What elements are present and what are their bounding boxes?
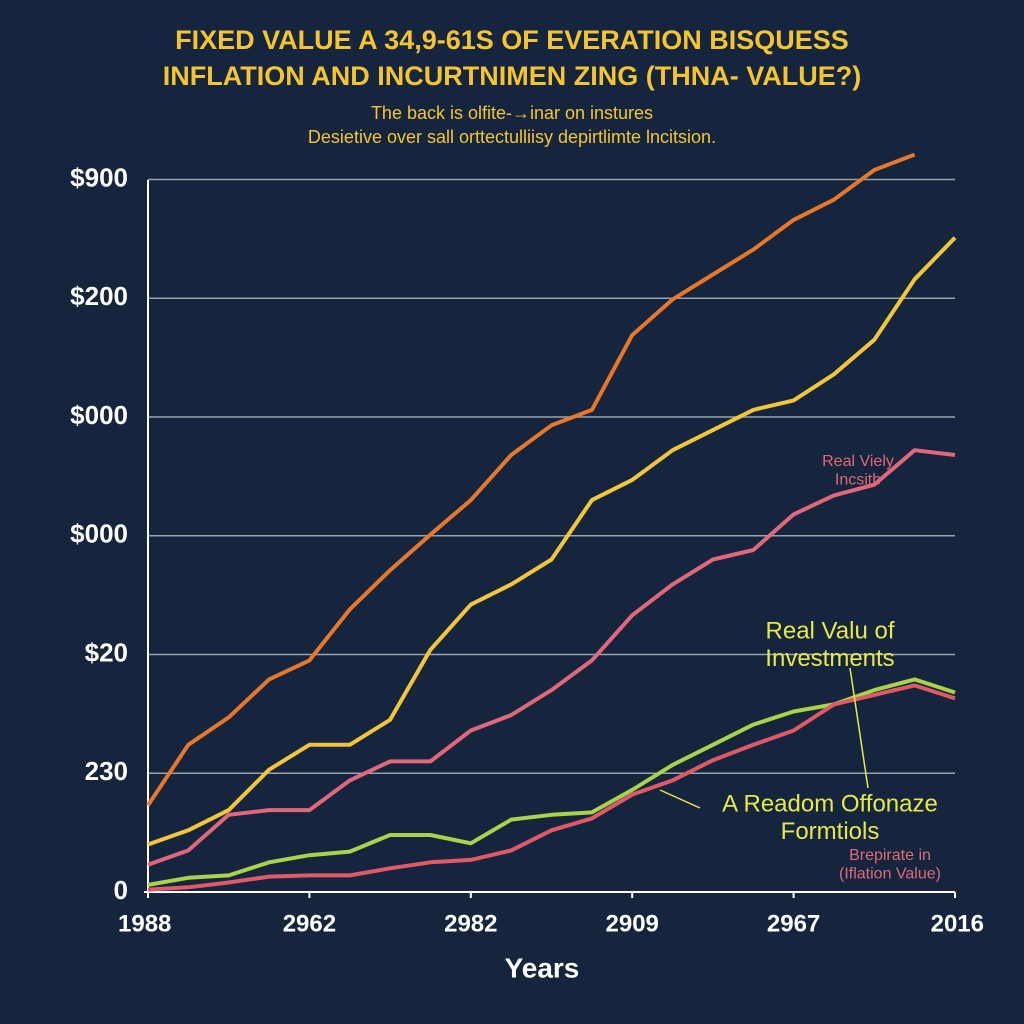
y-tick-label: 230	[85, 756, 128, 786]
chart-title: FIXED VALUE A 34,9-61S OF EVERATION BISQ…	[175, 25, 849, 55]
annotation: Real Valu of	[766, 617, 895, 644]
y-tick-label: $900	[70, 162, 128, 192]
annotation-pointer	[659, 789, 701, 809]
chart-subtitle: The back is olfite-→inar on instures	[371, 103, 653, 123]
x-tick-label: 2982	[444, 910, 497, 937]
data-line	[147, 683, 956, 892]
x-tick-label: 2967	[767, 910, 820, 937]
x-axis-label: Years	[505, 952, 580, 983]
chart-subtitle: Desietive over sall orttectulliisy depir…	[308, 127, 716, 147]
data-line	[147, 677, 956, 887]
x-tick-label: 1988	[118, 910, 171, 937]
annotation: Formtiols	[781, 818, 880, 845]
y-tick-label: $200	[70, 281, 128, 311]
x-tick-label: 2909	[606, 910, 659, 937]
data-line	[147, 448, 956, 867]
x-tick-label: 2962	[283, 910, 336, 937]
annotation: Real Vielу	[822, 453, 894, 470]
y-tick-label: 0	[114, 875, 128, 905]
annotation: A Readom Offonaze	[722, 790, 938, 817]
chart-title: INFLATION AND INCURTNIMEN ZING (THNA- VA…	[163, 61, 861, 91]
annotation: Investments	[765, 645, 894, 672]
annotation: Brepirate in	[849, 847, 931, 864]
data-line	[147, 236, 957, 847]
annotation: (Iflation Value)	[839, 866, 941, 883]
annotation: Incsitb	[835, 472, 881, 489]
data-line	[146, 152, 916, 807]
annotation-pointer	[849, 667, 869, 789]
y-tick-label: $20	[85, 637, 128, 667]
x-tick-label: 2016	[931, 910, 984, 937]
y-tick-label: $000	[70, 400, 128, 430]
y-tick-label: $000	[70, 519, 128, 549]
